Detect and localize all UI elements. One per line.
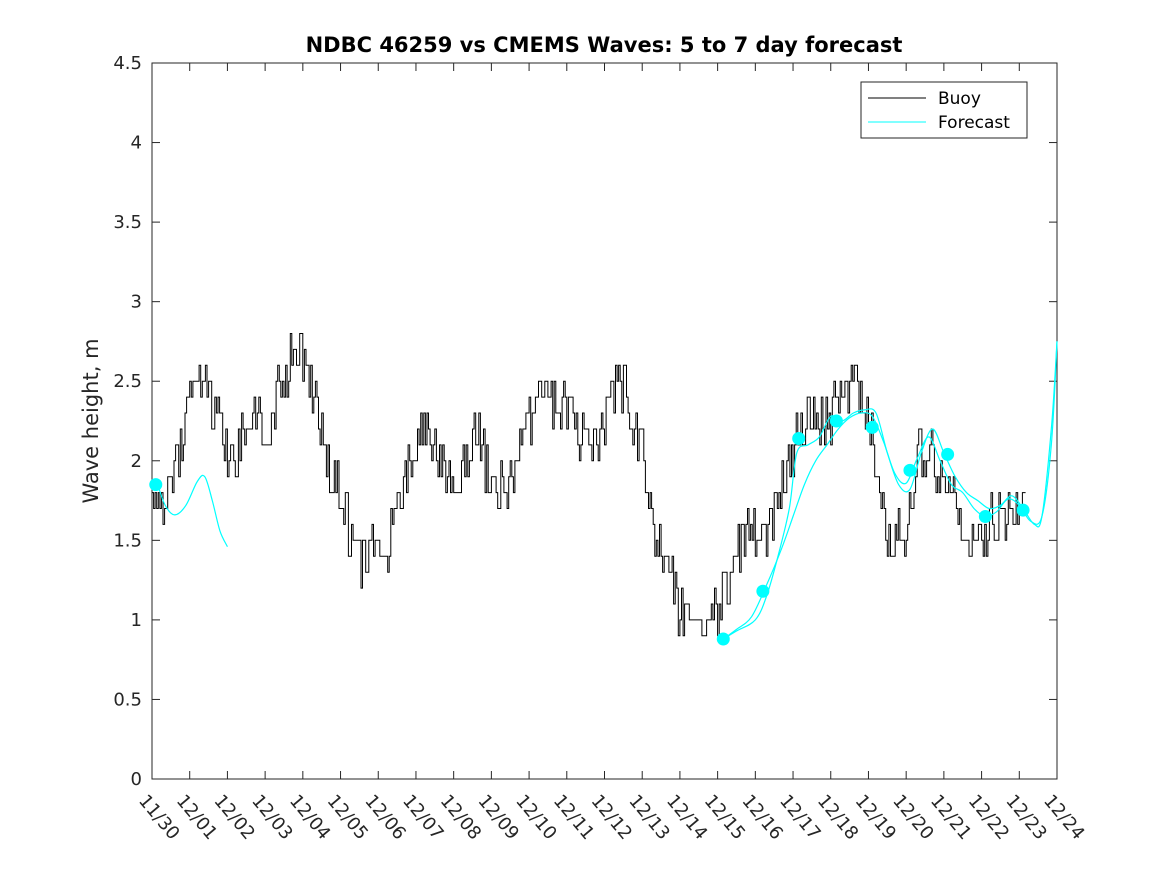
forecast-marker xyxy=(1016,503,1030,517)
y-tick-label: 0 xyxy=(131,769,142,790)
forecast-marker xyxy=(903,463,917,477)
y-tick-label: 1 xyxy=(131,610,142,631)
forecast-marker xyxy=(149,478,163,492)
y-tick-label: 3 xyxy=(131,292,142,313)
forecast-marker xyxy=(978,509,992,523)
y-axis-label: Wave height, m xyxy=(79,338,103,503)
chart-title: NDBC 46259 vs CMEMS Waves: 5 to 7 day fo… xyxy=(306,33,903,57)
forecast-marker xyxy=(941,447,955,461)
legend-buoy-label: Buoy xyxy=(938,89,981,109)
y-tick-label: 3.5 xyxy=(113,212,142,233)
forecast-series-line-1 xyxy=(157,474,228,547)
y-tick-label: 1.5 xyxy=(113,530,142,551)
buoy-series-line xyxy=(152,333,1026,637)
forecast-marker xyxy=(865,420,879,434)
forecast-marker xyxy=(756,584,770,598)
forecast-marker xyxy=(792,432,806,446)
legend: Buoy Forecast xyxy=(860,81,1028,139)
y-tick-label: 2.5 xyxy=(113,371,142,392)
y-tick-label: 4 xyxy=(131,133,142,154)
y-tick-label: 4.5 xyxy=(113,53,142,74)
forecast-marker xyxy=(829,414,843,428)
legend-box xyxy=(860,81,1028,139)
legend-forecast-label: Forecast xyxy=(938,113,1010,133)
y-tick-label: 0.5 xyxy=(113,689,142,710)
forecast-series-line-2 xyxy=(722,341,1058,640)
forecast-series-line-3 xyxy=(722,341,1058,640)
y-tick-label: 2 xyxy=(131,451,142,472)
forecast-marker xyxy=(716,632,730,646)
